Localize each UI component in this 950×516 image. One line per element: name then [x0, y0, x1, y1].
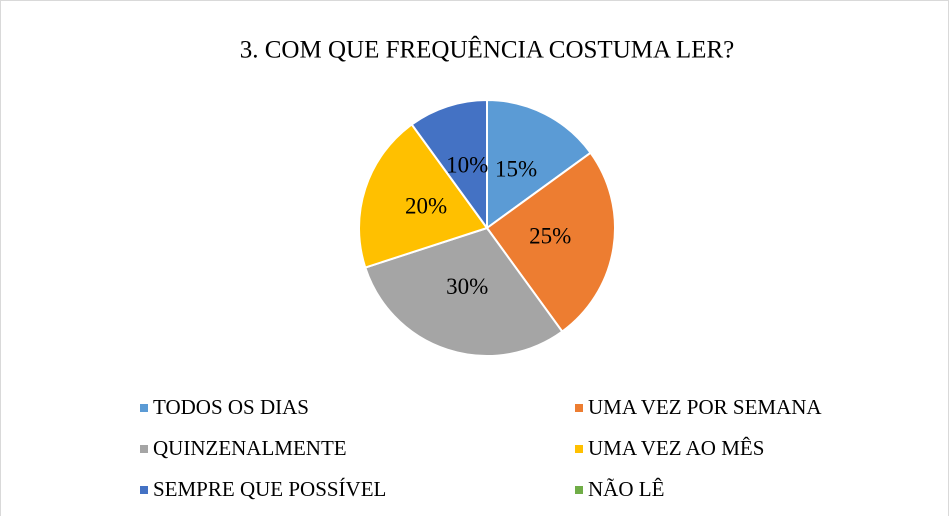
data-label: 30%: [446, 274, 488, 299]
data-label: 15%: [495, 156, 537, 181]
legend-marker: [140, 486, 148, 494]
legend-label: QUINZENALMENTE: [153, 436, 347, 460]
legend-label: NÃO LÊ: [588, 477, 664, 501]
legend-label: SEMPRE QUE POSSÍVEL: [153, 477, 386, 501]
legend-marker: [140, 404, 148, 412]
pie-slice: [358, 123, 489, 269]
legend-marker: [575, 404, 583, 412]
pie-slice: [410, 98, 488, 232]
data-label: 25%: [529, 223, 571, 248]
data-label: 20%: [405, 194, 447, 219]
legend-label: TODOS OS DIAS: [153, 395, 309, 419]
data-label: 10%: [446, 152, 488, 177]
pie-slice: [364, 226, 564, 357]
pie-slice: [485, 151, 616, 333]
legend-label: UMA VEZ AO MÊS: [588, 436, 764, 460]
legend-marker: [575, 486, 583, 494]
pie-slice: [486, 98, 592, 230]
legend-label: UMA VEZ POR SEMANA: [588, 395, 822, 419]
chart-title: 3. COM QUE FREQUÊNCIA COSTUMA LER?: [240, 36, 734, 64]
legend-marker: [575, 445, 583, 453]
legend-marker: [140, 445, 148, 453]
